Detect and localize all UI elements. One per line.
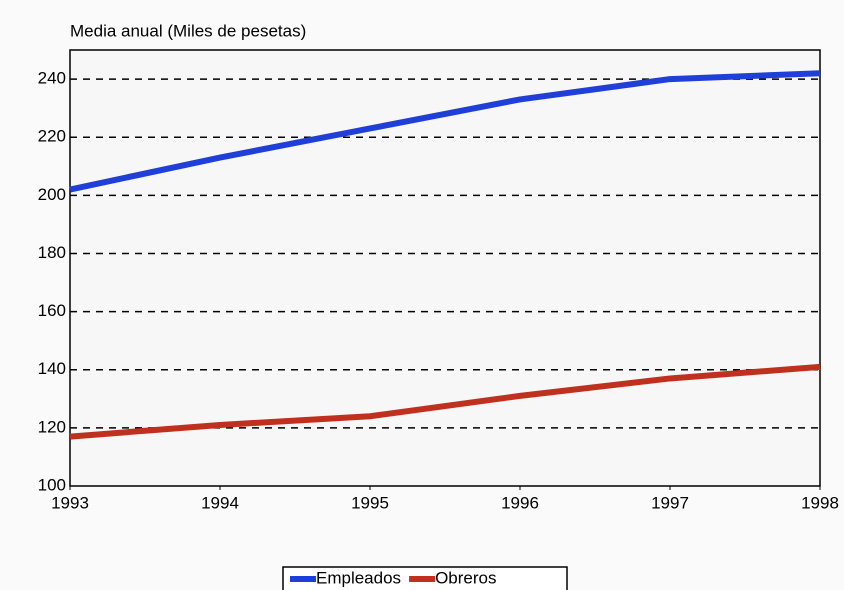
legend-label: Empleados (316, 568, 401, 587)
y-tick-label: 240 (38, 69, 66, 88)
y-tick-label: 100 (38, 475, 66, 494)
y-tick-label: 220 (38, 127, 66, 146)
y-tick-label: 140 (38, 359, 66, 378)
chart-title: Media anual (Miles de pesetas) (70, 21, 306, 40)
plot-area (69, 49, 821, 487)
series-line (69, 70, 821, 193)
y-tick-label: 160 (38, 301, 66, 320)
y-tick-label: 180 (38, 243, 66, 262)
x-tick-label: 1997 (651, 493, 689, 512)
x-tick-label: 1998 (801, 493, 839, 512)
y-tick-label: 120 (38, 417, 66, 436)
legend-label: Obreros (435, 568, 496, 587)
x-tick-label: 1993 (51, 493, 89, 512)
x-tick-label: 1995 (351, 493, 389, 512)
y-tick-label: 200 (38, 185, 66, 204)
x-tick-label: 1994 (201, 493, 239, 512)
x-tick-label: 1996 (501, 493, 539, 512)
series-line (69, 363, 821, 440)
